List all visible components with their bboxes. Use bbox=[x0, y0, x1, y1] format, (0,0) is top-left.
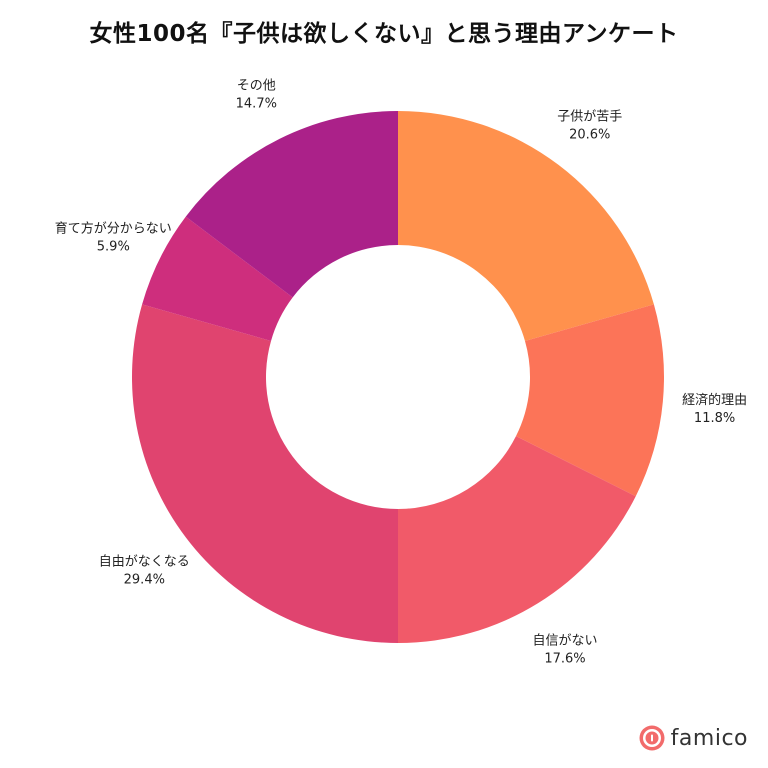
brand-name: famico bbox=[670, 725, 748, 751]
slice-value-label: 11.8% bbox=[694, 411, 735, 426]
brand-logo: famico bbox=[639, 722, 748, 754]
slice-label: 自信がない bbox=[532, 634, 597, 649]
slice-label: その他 bbox=[237, 78, 276, 93]
slice-label: 経済的理由 bbox=[682, 392, 747, 408]
donut-slice bbox=[515, 304, 664, 497]
slice-value-label: 14.7% bbox=[236, 96, 277, 111]
donut-slice bbox=[131, 304, 399, 643]
slice-value-label: 20.6% bbox=[569, 127, 610, 142]
slice-value-label: 17.6% bbox=[544, 652, 585, 667]
chart-title: 女性100名『子供は欲しくない』と思う理由アンケート bbox=[89, 21, 679, 47]
slice-label: 自由がなくなる bbox=[99, 555, 190, 570]
donut-slices bbox=[131, 111, 664, 643]
slice-value-label: 29.4% bbox=[124, 573, 165, 588]
donut-slice bbox=[398, 436, 636, 643]
slice-label: 育て方が分からない bbox=[55, 220, 172, 236]
famico-logo-icon bbox=[639, 725, 665, 751]
slice-value-label: 5.9% bbox=[97, 239, 130, 254]
donut-slice bbox=[398, 111, 654, 341]
slice-label: 子供が苦手 bbox=[557, 108, 622, 124]
slice-labels: 子供が苦手 20.6% 経済的理由 11.8% 自信がない 17.6% 自由がなくなる 29.… bbox=[55, 78, 747, 666]
donut-slice bbox=[142, 216, 293, 341]
donut-slice bbox=[185, 111, 398, 298]
